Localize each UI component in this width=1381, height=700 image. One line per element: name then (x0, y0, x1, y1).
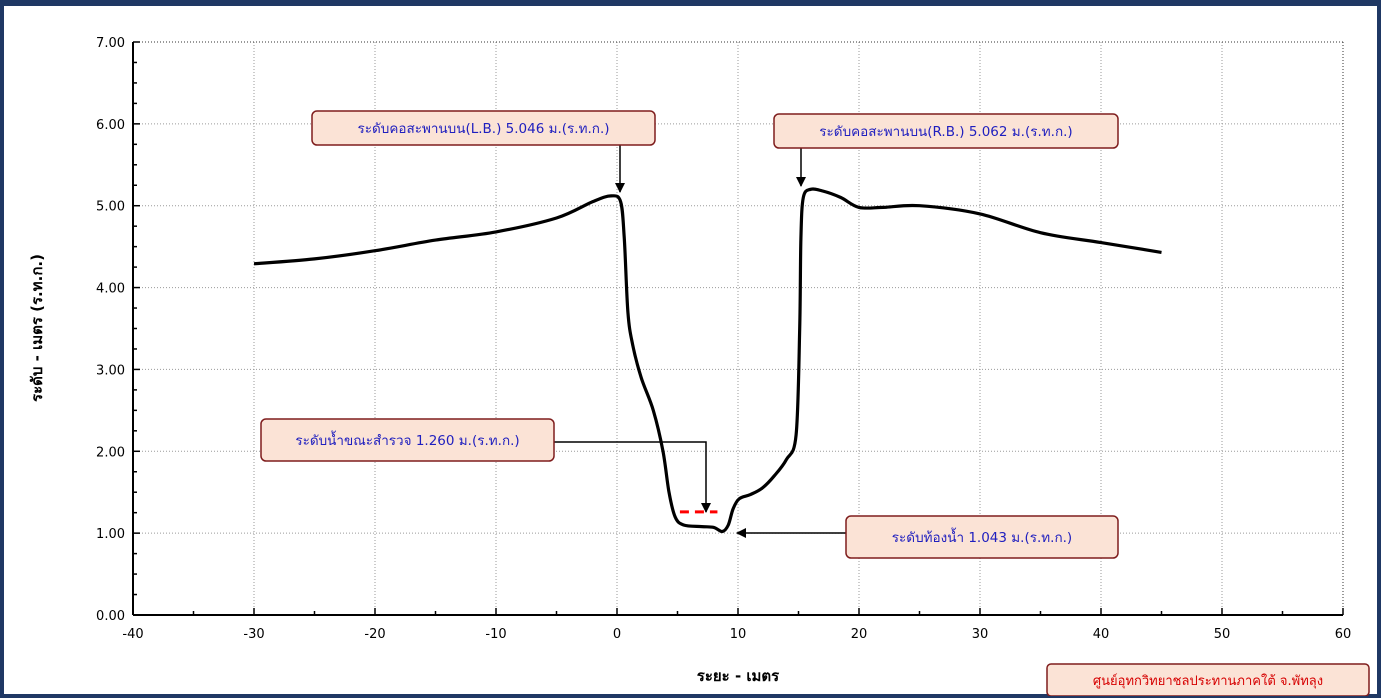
annotations: ระดับคอสะพานบน(L.B.) 5.046 ม.(ร.ท.ก.) ระด… (260, 110, 1119, 559)
cross-section-line (253, 187, 1162, 534)
x-tick-label: 20 (851, 627, 868, 642)
credit-box: ศูนย์อุทกวิทยาชลประทานภาคใต้ จ.พัทลุง (1046, 663, 1370, 697)
cross-section-chart: -40 -30 -20 -10 0 10 20 30 40 50 60 0.00 1.00 2.00 3.… (28, 36, 1370, 697)
x-tick-label: 50 (1214, 627, 1231, 642)
callout-box (845, 515, 1119, 559)
callout-text: ระดับน้ำขณะสำรวจ 1.260 ม.(ร.ท.ก.) (295, 430, 519, 449)
y-axis-title: ระดับ - เมตร (ร.ท.ก.) (28, 254, 46, 402)
callout-right-bank: ระดับคอสะพานบน(R.B.) 5.062 ม.(ร.ท.ก.) (773, 113, 1119, 187)
callout-left-bank: ระดับคอสะพานบน(L.B.) 5.046 ม.(ร.ท.ก.) (311, 110, 656, 193)
y-tick-label: 6.00 (96, 118, 125, 133)
callout-bed-level: ระดับท้องน้ำ 1.043 ม.(ร.ท.ก.) (736, 515, 1119, 559)
callout-box (311, 110, 656, 146)
credit-text: ศูนย์อุทกวิทยาชลประทานภาคใต้ จ.พัทลุง (1093, 673, 1323, 689)
y-tick-labels: 0.00 1.00 2.00 3.00 4.00 5.00 6.00 7.00 (96, 36, 125, 624)
x-tick-label: -40 (122, 627, 143, 642)
y-tick-label: 2.00 (96, 445, 125, 460)
y-tick-label: 5.00 (96, 200, 125, 215)
callout-box (260, 418, 555, 462)
y-tick-label: 1.00 (96, 527, 125, 542)
x-tick-label: 0 (613, 627, 621, 642)
x-axis-title: ระยะ - เมตร (697, 667, 780, 685)
y-tick-label: 7.00 (96, 36, 125, 51)
callout-box (773, 113, 1119, 149)
y-tick-label: 4.00 (96, 282, 125, 297)
x-tick-label: 10 (730, 627, 747, 642)
series-layer (253, 187, 1162, 534)
callout-text: ระดับคอสะพานบน(L.B.) 5.046 ม.(ร.ท.ก.) (357, 121, 609, 137)
x-tick-label: -20 (364, 627, 385, 642)
axes (132, 41, 1344, 616)
y-tick-label: 0.00 (96, 609, 125, 624)
x-tick-label: -30 (243, 627, 264, 642)
callout-text: ระดับท้องน้ำ 1.043 ม.(ร.ท.ก.) (892, 527, 1072, 546)
x-tick-label: 40 (1093, 627, 1110, 642)
x-tick-label: 30 (972, 627, 989, 642)
callout-water-level: ระดับน้ำขณะสำรวจ 1.260 ม.(ร.ท.ก.) (260, 418, 711, 513)
y-tick-label: 3.00 (96, 363, 125, 378)
x-tick-label: 60 (1335, 627, 1352, 642)
callout-text: ระดับคอสะพานบน(R.B.) 5.062 ม.(ร.ท.ก.) (819, 124, 1072, 140)
x-tick-label: -10 (485, 627, 506, 642)
callout-arrow (554, 441, 711, 513)
x-tick-labels: -40 -30 -20 -10 0 10 20 30 40 50 60 (122, 627, 1351, 642)
